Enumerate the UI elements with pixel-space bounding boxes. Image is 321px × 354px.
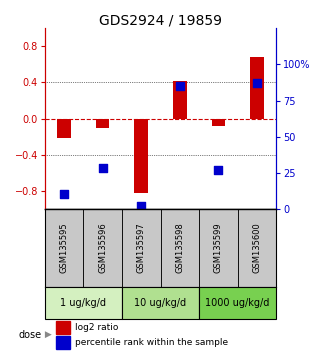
Bar	[45, 287, 122, 319]
Text: 1 ug/kg/d: 1 ug/kg/d	[60, 298, 107, 308]
Bar	[56, 336, 70, 349]
Point	[139, 203, 144, 209]
Bar	[173, 81, 187, 119]
Text: log2 ratio: log2 ratio	[75, 323, 118, 332]
Bar	[56, 321, 70, 334]
Bar	[122, 209, 160, 287]
Bar	[122, 287, 199, 319]
Bar	[160, 209, 199, 287]
Point	[177, 83, 182, 89]
Bar	[250, 57, 264, 119]
Bar	[96, 119, 109, 127]
Text: GSM135597: GSM135597	[137, 222, 146, 273]
Point	[216, 167, 221, 173]
Bar	[199, 209, 238, 287]
Bar	[212, 119, 225, 126]
Text: GSM135600: GSM135600	[252, 222, 261, 273]
Point	[254, 80, 259, 86]
Text: GSM135598: GSM135598	[175, 222, 184, 273]
Point	[100, 166, 105, 171]
Text: 1000 ug/kg/d: 1000 ug/kg/d	[205, 298, 270, 308]
Title: GDS2924 / 19859: GDS2924 / 19859	[99, 13, 222, 27]
Bar	[45, 209, 83, 287]
Bar	[199, 287, 276, 319]
Bar	[57, 119, 71, 138]
Text: ▶: ▶	[42, 330, 51, 339]
Point	[62, 192, 67, 197]
Bar	[134, 119, 148, 193]
Bar	[238, 209, 276, 287]
Text: 10 ug/kg/d: 10 ug/kg/d	[134, 298, 187, 308]
Text: dose: dose	[19, 330, 42, 339]
Text: GSM135595: GSM135595	[60, 222, 69, 273]
Bar	[83, 209, 122, 287]
Text: percentile rank within the sample: percentile rank within the sample	[75, 338, 228, 347]
Text: GSM135596: GSM135596	[98, 222, 107, 273]
Text: GSM135599: GSM135599	[214, 222, 223, 273]
